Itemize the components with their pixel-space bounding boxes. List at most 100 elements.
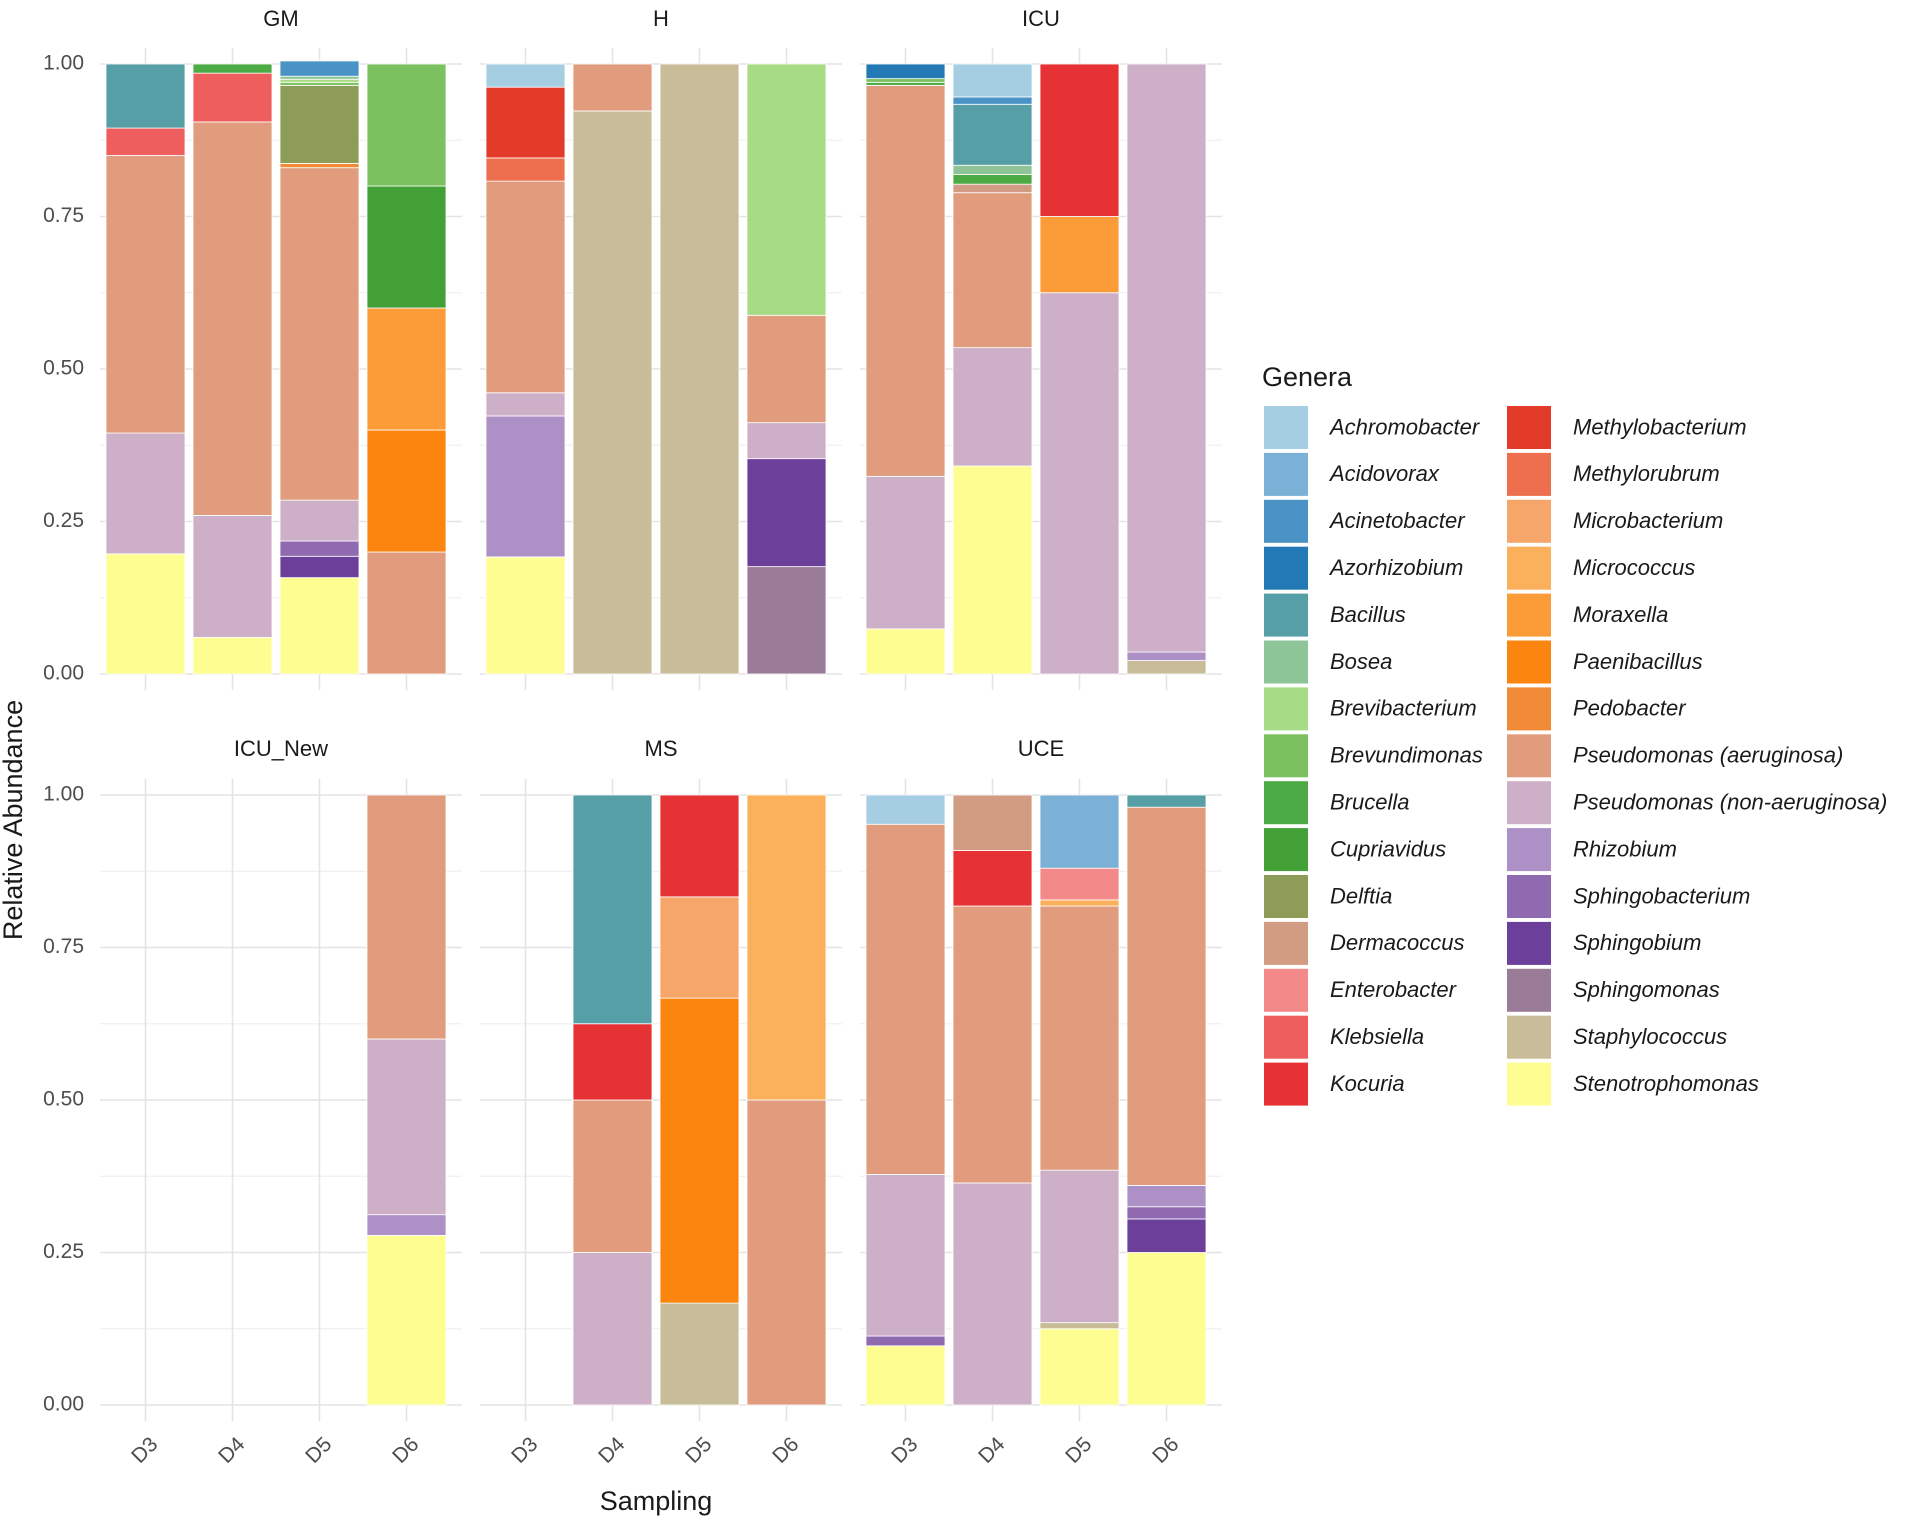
legend-label: Delftia bbox=[1330, 883, 1392, 908]
legend-key-cupriavidus bbox=[1264, 828, 1308, 872]
bar-segment-pseudomonas-aeruginosa bbox=[952, 192, 1033, 349]
bar-segment-pseudomonas-non-aeruginosa bbox=[485, 392, 566, 417]
panel-title-icu-new: ICU_New bbox=[234, 736, 328, 761]
bar-segment-pseudomonas-aeruginosa bbox=[1039, 905, 1120, 1171]
legend-label: Kocuria bbox=[1330, 1071, 1405, 1096]
bar-segment-bacillus bbox=[1126, 794, 1207, 808]
legend-item-pseudomonas-non-aeruginosa: Pseudomonas (non-aeruginosa) bbox=[1507, 781, 1887, 825]
bar-segment-pseudomonas-non-aeruginosa bbox=[366, 1038, 447, 1216]
bar-segment-pseudomonas-non-aeruginosa bbox=[1126, 63, 1207, 653]
bar-segment-pseudomonas-aeruginosa bbox=[192, 121, 273, 516]
legend-key-microbacterium bbox=[1507, 499, 1551, 543]
y-tick-label: 0.25 bbox=[43, 1240, 84, 1263]
y-tick-label: 0.50 bbox=[43, 357, 84, 380]
x-tick-label: D4 bbox=[214, 1432, 249, 1467]
legend-key-kocuria bbox=[1264, 1062, 1308, 1106]
bar-segment-pseudomonas-aeruginosa bbox=[366, 794, 447, 1040]
legend-key-azorhizobium bbox=[1264, 546, 1308, 590]
bar-segment-bosea bbox=[279, 75, 360, 80]
legend-label: Cupriavidus bbox=[1330, 836, 1446, 861]
legend-label: Sphingomonas bbox=[1573, 977, 1720, 1002]
legend-label: Bacillus bbox=[1330, 602, 1406, 627]
bar-segment-pseudomonas-aeruginosa bbox=[746, 1099, 827, 1406]
bar-segment-sphingomonas bbox=[746, 566, 827, 675]
panel-ms: MS D3 D4 D5 D6 bbox=[480, 736, 842, 1468]
y-tick-label: 0.25 bbox=[43, 509, 84, 532]
legend-key-brucella bbox=[1264, 781, 1308, 825]
bar-segment-stenotrophomonas bbox=[192, 637, 273, 675]
bar-segment-pseudomonas-aeruginosa bbox=[572, 1099, 653, 1253]
legend-label: Acidovorax bbox=[1328, 461, 1440, 486]
bar-gm-d6 bbox=[366, 63, 447, 675]
bar-segment-sphingobium bbox=[1126, 1218, 1207, 1253]
legend-item-dermacoccus: Dermacoccus bbox=[1264, 921, 1464, 965]
bar-segment-brevundimonas bbox=[279, 81, 360, 86]
y-tick-label: 1.00 bbox=[43, 783, 84, 806]
x-tick-label: D6 bbox=[768, 1433, 803, 1468]
bar-segment-bacillus bbox=[572, 794, 653, 1025]
legend-key-stenotrophomonas bbox=[1507, 1062, 1551, 1106]
legend-key-sphingobium bbox=[1507, 921, 1551, 965]
legend-key-sphingomonas bbox=[1507, 968, 1551, 1012]
bar-segment-pseudomonas-aeruginosa bbox=[746, 314, 827, 424]
legend-label: Bosea bbox=[1330, 649, 1392, 674]
legend-item-methylorubrum: Methylorubrum bbox=[1507, 452, 1720, 496]
legend-label: Paenibacillus bbox=[1573, 649, 1703, 674]
legend-label: Pseudomonas (non-aeruginosa) bbox=[1573, 790, 1887, 815]
bar-segment-microbacterium bbox=[659, 896, 740, 999]
bar-segment-staphylococcus bbox=[659, 1302, 740, 1406]
legend-key-delftia bbox=[1264, 875, 1308, 918]
bar-segment-acidovorax bbox=[1039, 794, 1120, 869]
bar-segment-klebsiella bbox=[192, 72, 273, 123]
bar-segment-bacillus bbox=[952, 103, 1033, 166]
bar-segment-pseudomonas-non-aeruginosa bbox=[865, 475, 946, 630]
panel-title-uce: UCE bbox=[1018, 736, 1064, 761]
legend-item-achromobacter: Achromobacter bbox=[1264, 406, 1481, 449]
bar-gm-d5 bbox=[279, 60, 360, 675]
bar-segment-pedobacter bbox=[279, 163, 360, 169]
bar-segment-bacillus bbox=[105, 63, 186, 129]
bar-segment-dermacoccus bbox=[952, 183, 1033, 194]
bar-segment-pseudomonas-aeruginosa bbox=[485, 180, 566, 394]
bar-segment-pseudomonas-aeruginosa bbox=[865, 84, 946, 477]
y-tick-label: 0.00 bbox=[43, 1393, 84, 1416]
bar-segment-stenotrophomonas bbox=[366, 1235, 447, 1406]
bar-segment-stenotrophomonas bbox=[279, 577, 360, 675]
bar-segment-kocuria bbox=[952, 850, 1033, 907]
bar-segment-kocuria bbox=[1039, 63, 1120, 217]
legend-item-brevundimonas: Brevundimonas bbox=[1264, 734, 1483, 778]
bar-segment-methylorubrum bbox=[485, 157, 566, 182]
legend-item-klebsiella: Klebsiella bbox=[1264, 1015, 1424, 1059]
legend-item-brucella: Brucella bbox=[1264, 781, 1409, 825]
bar-h-d3 bbox=[485, 63, 566, 675]
bar-segment-azorhizobium bbox=[865, 63, 946, 80]
bar-segment-pseudomonas-aeruginosa bbox=[952, 905, 1033, 1184]
bar-uce-d3 bbox=[865, 794, 946, 1406]
bar-gm-d4 bbox=[192, 63, 273, 675]
bar-segment-acinetobacter bbox=[952, 96, 1033, 105]
bar-segment-dermacoccus bbox=[952, 794, 1033, 851]
bar-segment-pseudomonas-aeruginosa bbox=[105, 155, 186, 434]
bar-gm-d3 bbox=[105, 63, 186, 675]
legend-key-brevundimonas bbox=[1264, 734, 1308, 778]
bar-segment-sphingobium bbox=[746, 458, 827, 568]
y-tick-label: 0.75 bbox=[43, 204, 84, 227]
bar-segment-staphylococcus bbox=[1126, 660, 1207, 675]
bar-segment-stenotrophomonas bbox=[1039, 1328, 1120, 1406]
legend-key-acidovorax bbox=[1264, 452, 1308, 496]
y-tick-label: 0.75 bbox=[43, 935, 84, 958]
legend-label: Micrococcus bbox=[1573, 555, 1695, 580]
bar-h-d4 bbox=[572, 63, 653, 675]
bar-icu-d6 bbox=[1126, 63, 1207, 675]
bar-segment-enterobacter bbox=[1039, 867, 1120, 901]
legend-item-pedobacter: Pedobacter bbox=[1507, 687, 1687, 731]
bar-segment-pseudomonas-non-aeruginosa bbox=[1039, 292, 1120, 675]
legend-item-moraxella: Moraxella bbox=[1507, 593, 1668, 637]
bar-segment-paenibacillus bbox=[366, 429, 447, 553]
legend-label: Sphingobium bbox=[1573, 930, 1701, 955]
bar-icu-new-d6 bbox=[366, 794, 447, 1406]
legend-key-methylobacterium bbox=[1507, 406, 1551, 449]
x-tick-label: D3 bbox=[887, 1433, 922, 1468]
facet-panels: GM 0.00 0.25 0.50 0.75 1.00 H ICU ICU_New 0.00 0.2… bbox=[43, 6, 1222, 1468]
